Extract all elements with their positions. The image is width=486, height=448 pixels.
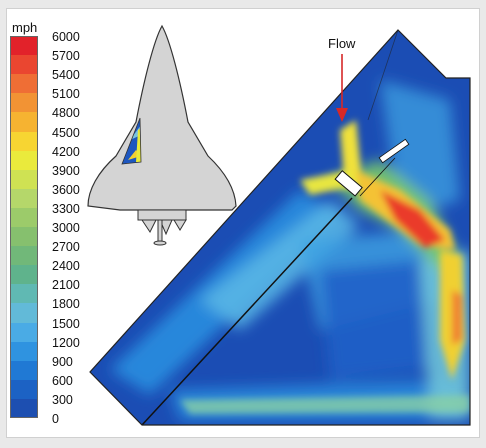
legend-tick-label: 5100 xyxy=(52,87,80,102)
legend-tick-label: 1800 xyxy=(52,297,80,312)
legend-swatch xyxy=(10,169,38,190)
legend-tick-label: 4800 xyxy=(52,106,80,121)
legend-tick-label: 6000 xyxy=(52,30,80,44)
legend-tick-label: 600 xyxy=(52,373,73,388)
legend-tick-label: 3000 xyxy=(52,221,80,235)
legend-swatch xyxy=(10,112,38,132)
legend-swatch xyxy=(10,227,38,247)
legend-tick-label: 3600 xyxy=(52,182,80,197)
legend-swatch xyxy=(10,303,38,323)
legend-tick-label: 900 xyxy=(52,354,73,369)
legend-swatch xyxy=(10,379,38,400)
legend-tick-label: 300 xyxy=(52,392,73,407)
legend-swatch xyxy=(10,93,38,113)
legend-tick-label: 3300 xyxy=(52,201,80,216)
legend-tick-label: 4500 xyxy=(52,125,80,140)
legend-unit-label: mph xyxy=(12,20,38,35)
legend-tick-label: 2100 xyxy=(52,278,80,293)
legend-tick-label: 5400 xyxy=(52,68,80,83)
velocity-field xyxy=(90,30,470,425)
color-legend: 6000 5700 5400 5100 4800 4500 4200 3900 3600 3300… xyxy=(10,30,80,426)
flow-arrow-icon xyxy=(336,54,348,122)
legend-swatch xyxy=(10,246,38,266)
legend-swatch xyxy=(10,74,38,94)
legend-tick-label: 0 xyxy=(52,412,59,426)
legend-tick-label: 5700 xyxy=(52,49,80,64)
shuttle-outline xyxy=(87,24,237,246)
legend-swatch xyxy=(10,341,38,362)
legend-tick-label: 2400 xyxy=(52,259,80,274)
legend-swatch xyxy=(10,265,38,285)
legend-tick-label: 3900 xyxy=(52,163,80,178)
flow-label: Flow xyxy=(328,36,356,51)
legend-tick-label: 1200 xyxy=(52,335,80,350)
legend-swatch xyxy=(10,207,38,228)
legend-tick-label: 1500 xyxy=(52,316,80,331)
legend-swatch xyxy=(10,131,38,152)
legend-tick-label: 2700 xyxy=(52,240,80,255)
legend-swatch xyxy=(10,284,38,304)
legend-swatch xyxy=(10,55,38,75)
legend-swatch xyxy=(10,36,38,56)
legend-swatch xyxy=(10,188,38,209)
legend-swatch xyxy=(10,398,38,419)
legend-tick-label: 4200 xyxy=(52,144,80,159)
legend-swatch xyxy=(10,150,38,171)
legend-swatch xyxy=(10,360,38,381)
legend-swatch xyxy=(10,322,38,343)
